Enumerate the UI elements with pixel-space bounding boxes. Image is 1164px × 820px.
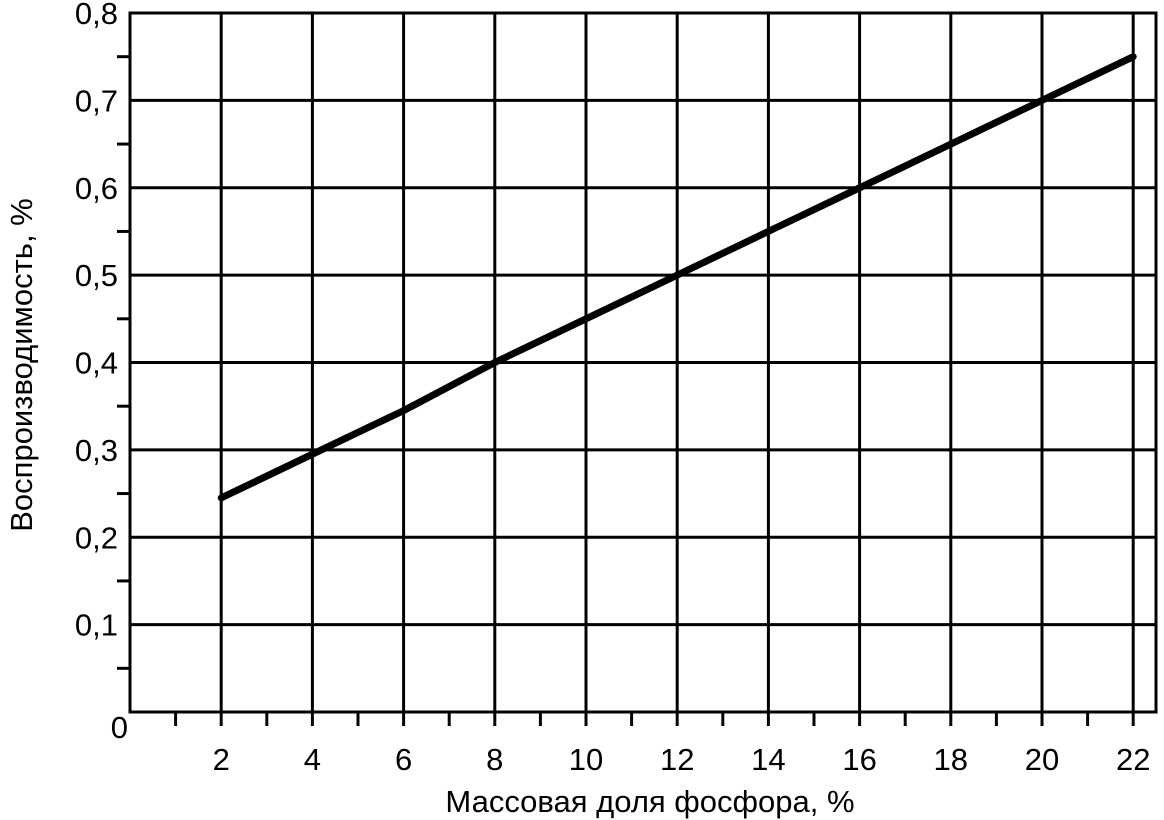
x-tick-label: 18 (934, 742, 968, 777)
x-tick-label: 16 (842, 742, 876, 777)
y-tick-label: 0,7 (75, 83, 118, 118)
data-point (400, 407, 408, 415)
x-tick-label: 4 (304, 742, 321, 777)
x-axis-title: Массовая доля фосфора, % (445, 784, 854, 819)
y-tick-label: 0,8 (75, 0, 118, 31)
x-tick-label: 8 (486, 742, 503, 777)
x-tick-label: 22 (1116, 742, 1150, 777)
x-tick-label: 20 (1025, 742, 1059, 777)
y-axis-title: Воспроизводимость, % (4, 198, 39, 532)
data-point (1129, 53, 1137, 61)
data-point (491, 359, 499, 366)
tick-marks (117, 55, 1090, 726)
data-point (673, 271, 681, 279)
data-point (582, 315, 590, 323)
series-layer (217, 53, 1137, 502)
y-tick-label: 0,4 (75, 346, 118, 381)
y-tick-label: 0,2 (75, 520, 118, 555)
x-tick-label: 14 (751, 742, 785, 777)
data-point (764, 227, 772, 235)
y-tick-label: 0,1 (75, 608, 118, 643)
y-tick-label: 0,3 (75, 433, 118, 468)
y-tick-label: 0,6 (75, 171, 118, 206)
data-point (856, 184, 864, 192)
x-tick-label: 2 (213, 742, 230, 777)
data-point (217, 494, 225, 502)
y-tick-label: 0 (111, 710, 128, 745)
x-tick-label: 12 (660, 742, 694, 777)
x-tick-label: 10 (569, 742, 603, 777)
tick-labels: 2 4 6 8 10 12 14 16 18 20 22 0 0,1 0,2 0,3 0,4 0,5 0,6 0,7… (75, 0, 1151, 777)
data-point (947, 140, 955, 148)
data-point (1038, 96, 1046, 104)
data-point (308, 450, 316, 458)
x-tick-label: 6 (395, 742, 412, 777)
y-tick-label: 0,5 (75, 258, 118, 293)
grid (128, 11, 1158, 726)
